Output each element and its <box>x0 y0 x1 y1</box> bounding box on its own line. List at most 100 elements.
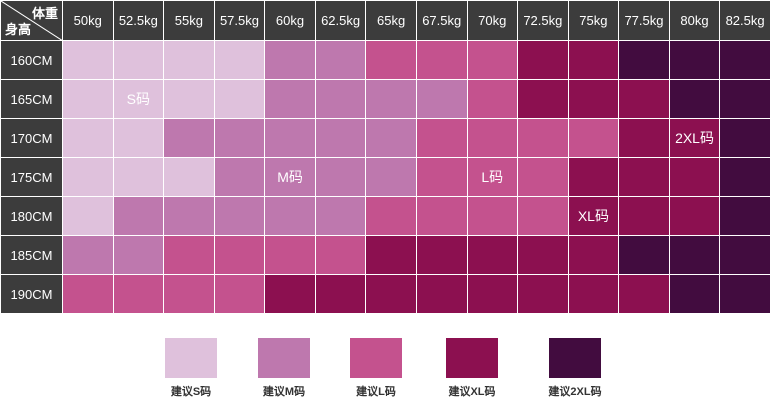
size-chart-table: 体重 身高 50kg 52.5kg 55kg 57.5kg 60kg 62.5kg 65kg… <box>0 0 770 314</box>
size-cell-2xl <box>668 274 721 314</box>
size-cell-s <box>62 118 114 158</box>
size-label: 2XL码 <box>675 130 714 146</box>
height-row: 170CM 2XL码 <box>0 118 770 158</box>
size-cell-l <box>314 235 367 275</box>
size-cell-m <box>264 40 316 80</box>
weight-header: 57.5kg <box>213 0 266 41</box>
weight-header: 62.5kg <box>314 0 367 41</box>
diagonal-divider <box>1 1 63 41</box>
size-label: S码 <box>126 91 151 107</box>
corner-header: 体重 身高 <box>0 0 63 41</box>
weight-header: 52.5kg <box>112 0 165 41</box>
size-cell-m <box>314 79 367 119</box>
height-header: 175CM <box>0 157 63 197</box>
size-cell-s <box>62 196 114 236</box>
weight-header: 70kg <box>466 0 519 41</box>
legend-item-xl: 建议XL码 <box>422 338 522 399</box>
size-cell-xl <box>517 40 569 80</box>
size-cell-xl <box>466 235 519 275</box>
size-cell-s: S码 <box>112 79 165 119</box>
size-cell-s <box>163 79 215 119</box>
height-header: 165CM <box>0 79 63 119</box>
size-cell-xl <box>567 274 620 314</box>
size-cell-xl <box>618 157 670 197</box>
height-row: 160CM <box>0 40 770 80</box>
height-header: 185CM <box>0 235 63 275</box>
size-cell-xl <box>668 196 721 236</box>
size-cell-s <box>163 157 215 197</box>
weight-header: 72.5kg <box>517 0 569 41</box>
size-cell-m <box>163 118 215 158</box>
weight-header: 50kg <box>62 0 114 41</box>
size-cell-l <box>466 118 519 158</box>
weight-header: 75kg <box>567 0 620 41</box>
size-cell-m <box>213 157 266 197</box>
size-cell-xl <box>567 79 620 119</box>
size-cell-xl <box>415 235 468 275</box>
size-cell-xl <box>567 235 620 275</box>
height-header: 170CM <box>0 118 63 158</box>
size-cell-l <box>415 196 468 236</box>
legend-swatch <box>446 338 498 378</box>
size-cell-m <box>365 157 417 197</box>
height-row: 165CM S码 <box>0 79 770 119</box>
legend-swatch <box>258 338 310 378</box>
size-cell-m <box>264 79 316 119</box>
size-cell-m <box>112 235 165 275</box>
weight-header: 77.5kg <box>618 0 670 41</box>
size-cell-s <box>112 157 165 197</box>
weight-header: 67.5kg <box>415 0 468 41</box>
size-cell-l <box>264 235 316 275</box>
height-row: 185CM <box>0 235 770 275</box>
size-cell-xl <box>618 274 670 314</box>
weight-header-row: 体重 身高 50kg 52.5kg 55kg 57.5kg 60kg 62.5kg 65kg… <box>0 0 770 41</box>
size-cell-m <box>62 235 114 275</box>
size-cell-xl <box>668 157 721 197</box>
size-cell-m <box>365 118 417 158</box>
height-row: 190CM <box>0 274 770 314</box>
size-cell-2xl <box>719 40 770 80</box>
size-cell-l <box>213 235 266 275</box>
size-cell-l <box>517 196 569 236</box>
size-cell-l: L码 <box>466 157 519 197</box>
size-cell-xl <box>567 157 620 197</box>
legend-item-s: 建议S码 <box>141 338 241 399</box>
legend-item-2xl: 建议2XL码 <box>525 338 625 399</box>
size-label: M码 <box>277 169 303 185</box>
height-row: 180CM XL码 <box>0 196 770 236</box>
size-cell-2xl <box>668 79 721 119</box>
legend-label: 建议S码 <box>170 386 212 398</box>
size-cell-m <box>314 196 367 236</box>
size-cell-2xl <box>668 235 721 275</box>
weight-header: 65kg <box>365 0 417 41</box>
size-cell-2xl <box>719 274 770 314</box>
size-cell-xl <box>365 235 417 275</box>
size-cell-xl: XL码 <box>567 196 620 236</box>
legend-swatch <box>165 338 217 378</box>
size-cell-xl <box>415 274 468 314</box>
size-cell-xl <box>618 196 670 236</box>
legend-label: 建议M码 <box>262 386 306 398</box>
height-axis-label: 身高 <box>5 22 32 37</box>
size-cell-m <box>365 79 417 119</box>
size-cell-m <box>314 157 367 197</box>
size-cell-xl <box>264 274 316 314</box>
weight-header: 55kg <box>163 0 215 41</box>
legend-item-m: 建议M码 <box>234 338 334 399</box>
size-cell-2xl <box>719 118 770 158</box>
size-cell-m <box>314 118 367 158</box>
size-cell-xl <box>314 274 367 314</box>
legend-item-l: 建议L码 <box>326 338 426 399</box>
height-row: 175CM M码 L码 <box>0 157 770 197</box>
size-cell-m <box>213 196 266 236</box>
legend-swatch <box>350 338 402 378</box>
size-cell-s <box>112 40 165 80</box>
size-cell-l <box>466 79 519 119</box>
size-cell-l <box>415 157 468 197</box>
size-cell-l <box>466 40 519 80</box>
legend-label: 建议XL码 <box>448 386 496 398</box>
size-cell-s <box>213 40 266 80</box>
size-cell-l <box>213 274 266 314</box>
size-cell-xl <box>618 118 670 158</box>
size-cell-l <box>466 196 519 236</box>
